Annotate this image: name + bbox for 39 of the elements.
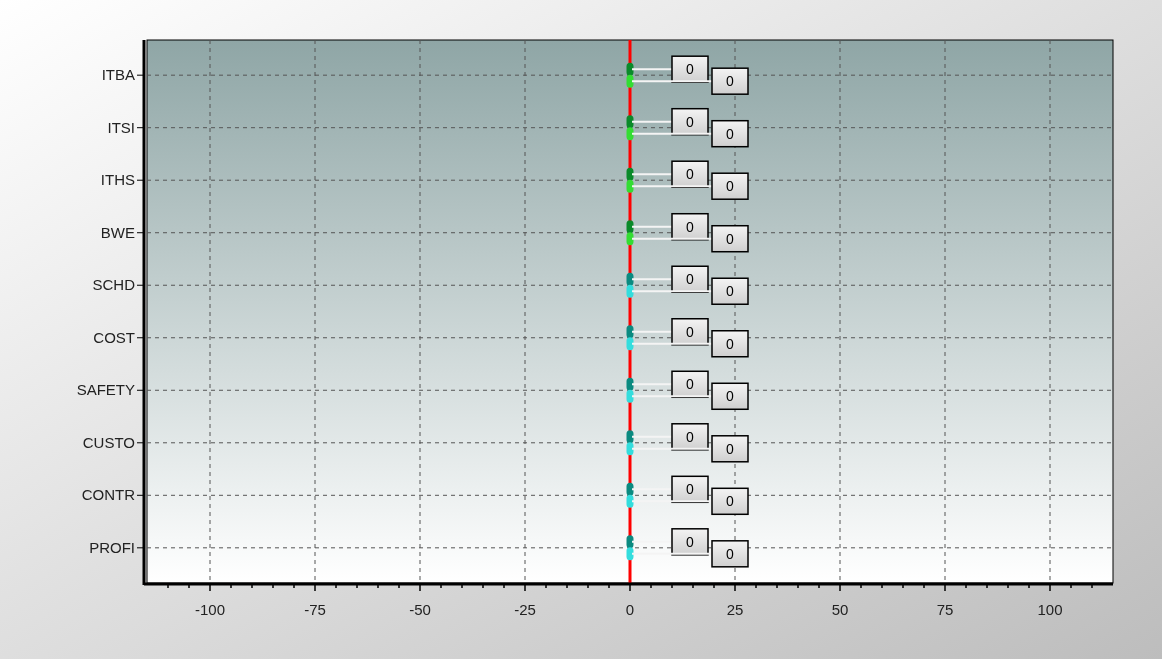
data-label: 0 (686, 218, 695, 235)
data-label: 0 (686, 113, 695, 130)
data-label: 0 (726, 178, 735, 195)
y-tick-label: BWE (100, 223, 135, 241)
x-tick-label: 0 (625, 601, 635, 618)
data-label: 0 (686, 166, 695, 183)
y-tick-label: COST (93, 328, 135, 346)
y-tick-label: CONTR (81, 486, 136, 504)
data-label: 0 (686, 428, 695, 445)
data-label: 0 (726, 493, 735, 510)
x-tick-label: -50 (409, 601, 431, 618)
data-label: 0 (726, 230, 735, 247)
data-label: 0 (686, 61, 695, 78)
y-tick-label: PROFI (89, 538, 135, 556)
data-label: 0 (726, 335, 735, 352)
data-label: 0 (686, 323, 695, 340)
x-tick-label: -75 (304, 601, 326, 618)
data-label: 0 (726, 388, 735, 405)
y-tick-label: ITBA (101, 66, 135, 84)
y-tick-label: ITHS (100, 171, 135, 189)
data-label: 0 (686, 376, 695, 393)
data-label: 0 (686, 271, 695, 288)
data-label: 0 (726, 125, 735, 142)
y-tick-label: SAFETY (76, 381, 135, 399)
y-tick-label: ITSI (107, 118, 135, 136)
x-tick-label: 75 (936, 601, 954, 618)
x-tick-label: -25 (514, 601, 536, 618)
x-tick-label: 100 (1037, 601, 1063, 618)
y-tick-label: SCHD (92, 276, 136, 294)
x-tick-label: 25 (726, 601, 744, 618)
data-label: 0 (686, 533, 695, 550)
data-label: 0 (726, 545, 735, 562)
data-label: 0 (686, 481, 695, 498)
data-label: 0 (726, 73, 735, 90)
x-tick-label: 50 (831, 601, 849, 618)
y-tick-label: CUSTO (82, 433, 135, 451)
data-label: 0 (726, 440, 735, 457)
data-label: 0 (726, 283, 735, 300)
x-tick-label: -100 (194, 601, 226, 618)
